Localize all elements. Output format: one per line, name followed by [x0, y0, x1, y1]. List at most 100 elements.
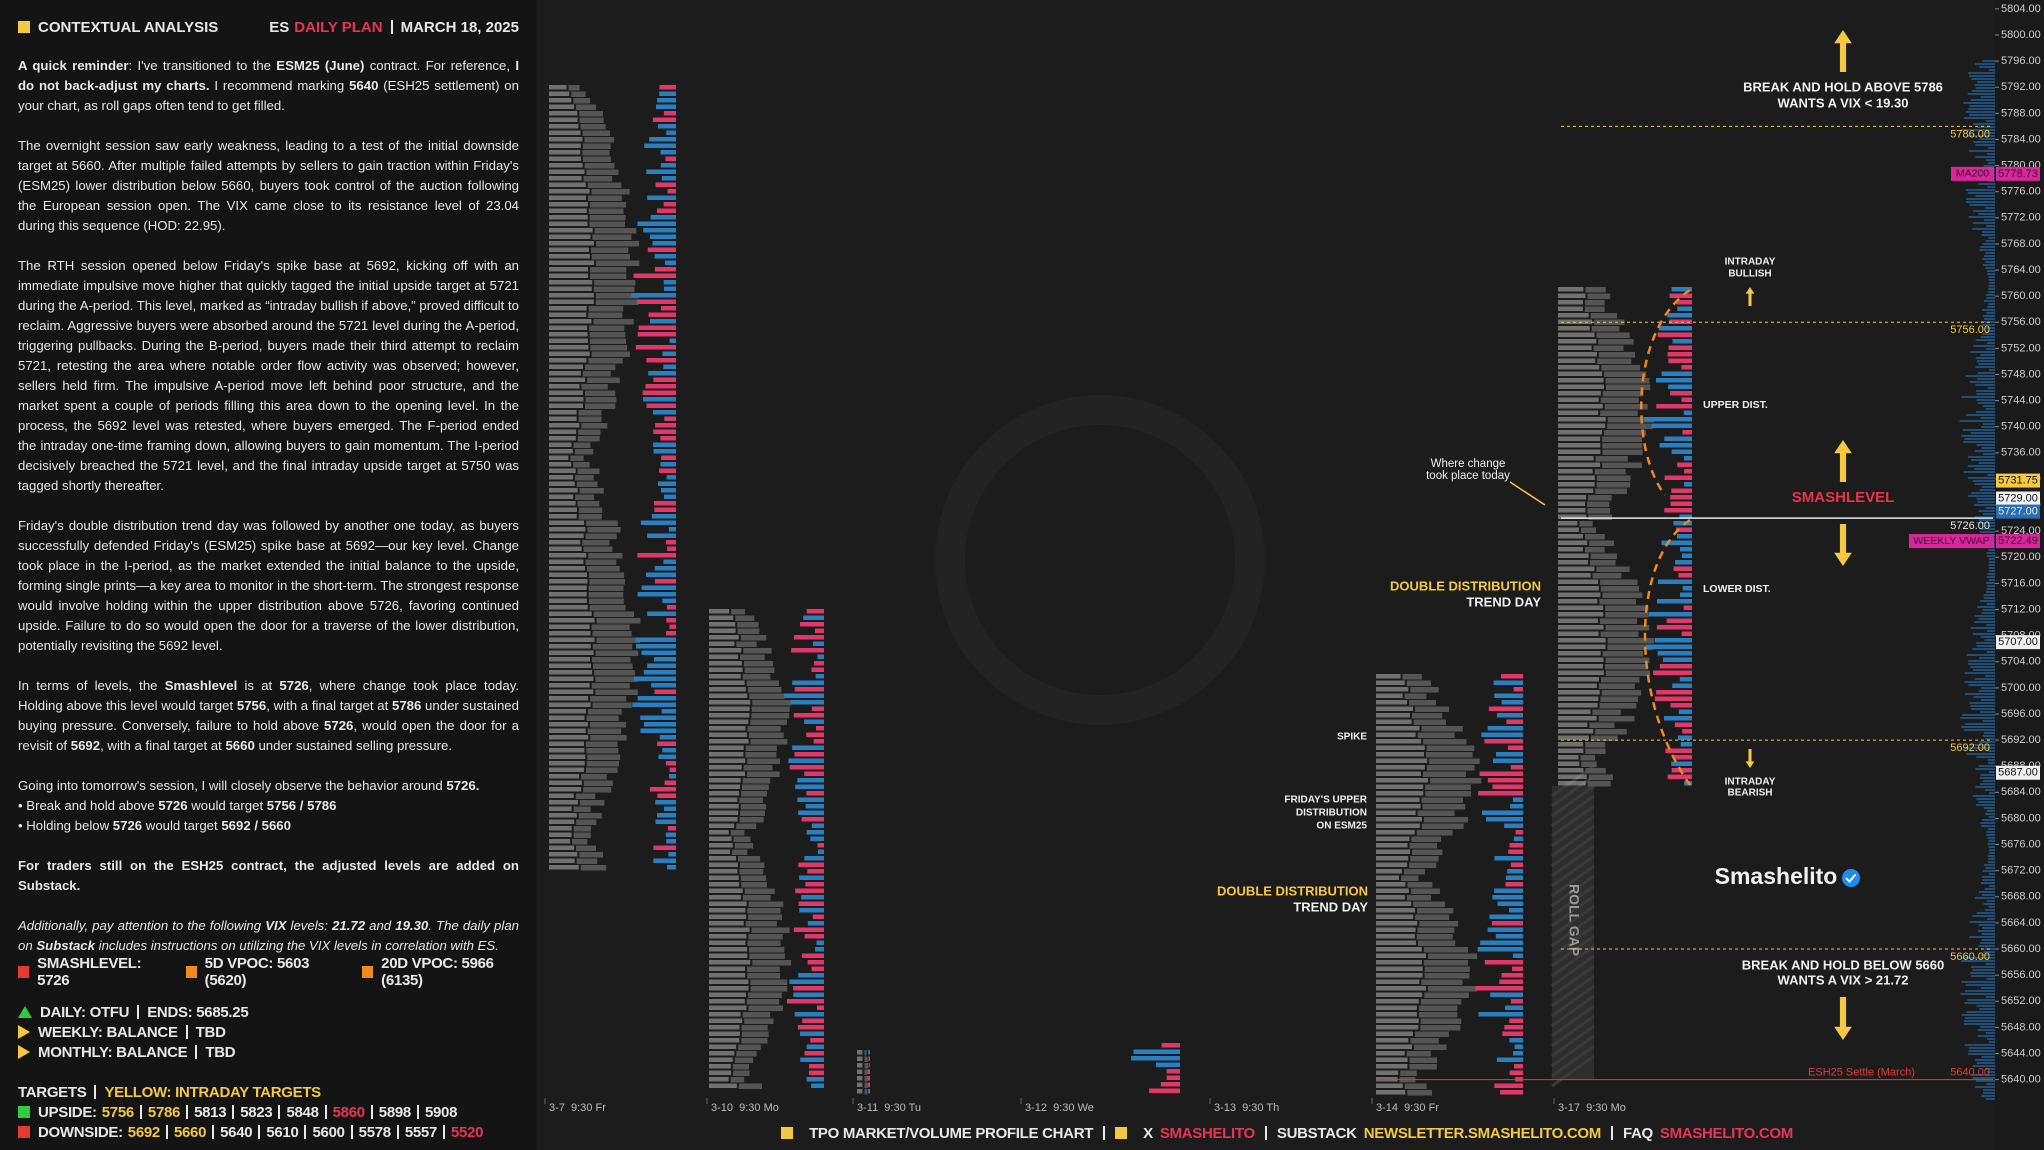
volume-bar — [640, 728, 676, 733]
tpo-profile — [864, 1050, 867, 1056]
volume-bar — [1656, 404, 1692, 409]
symbol: ES — [269, 18, 290, 36]
tpo-letters — [1376, 849, 1411, 854]
tpo-profile — [578, 416, 602, 422]
tpo-profile — [583, 780, 613, 786]
upper-distribution-outline — [1640, 288, 1691, 496]
tpo-profile — [731, 609, 746, 615]
tpo-profile — [738, 1044, 761, 1050]
composite-volume — [1979, 600, 1995, 602]
volume-bar — [662, 598, 676, 603]
hatch-line — [1551, 774, 1595, 808]
volume-bar — [1479, 771, 1523, 776]
volume-bar — [1500, 1090, 1523, 1095]
volume-bar — [665, 540, 676, 545]
composite-volume — [1974, 84, 1995, 86]
tpo-profile — [595, 676, 638, 682]
tpo-letters — [1376, 726, 1420, 731]
composite-volume — [1969, 744, 1995, 746]
tpo-profile — [1424, 973, 1470, 979]
tpo-profile — [572, 839, 588, 845]
tpo-profile — [580, 124, 606, 130]
tpo-letters — [1558, 391, 1601, 396]
tpo-profile — [747, 771, 780, 777]
tpo-letters — [1558, 417, 1606, 422]
volume-bar — [652, 241, 676, 246]
tpo-profile — [1581, 761, 1597, 767]
volume-bar — [1494, 856, 1523, 861]
volume-bar — [1160, 1082, 1180, 1087]
level-label: 5786.00 — [1950, 128, 1990, 140]
composite-volume — [1982, 513, 1995, 515]
y-tick-label: 5792.00 — [2001, 81, 2041, 93]
volume-bar — [810, 1038, 824, 1043]
tpo-profile — [1425, 791, 1471, 797]
tpo-profile — [589, 325, 625, 331]
tpo-letters — [1376, 1025, 1419, 1030]
x-tick-label: 3-14 9:30 Fr — [1376, 1102, 1439, 1114]
tpo-profile — [741, 882, 767, 888]
composite-volume — [1964, 1023, 1995, 1025]
composite-volume — [1960, 993, 1995, 995]
tpo-profile — [587, 182, 622, 188]
composite-volume — [1988, 1041, 1995, 1043]
tpo-profile — [1605, 605, 1649, 611]
volume-bar — [1491, 921, 1523, 926]
spacer — [18, 1062, 528, 1082]
tpo-profile — [1602, 449, 1643, 455]
target: 5860 — [332, 1103, 365, 1121]
tpo-letters — [1376, 1031, 1414, 1036]
composite-volume — [1971, 78, 1995, 80]
volume-bar — [644, 143, 676, 148]
targets-row: DOWNSIDE: 5692 5660 5640 5610 5600 5578 5557 552… — [18, 1122, 528, 1142]
tpo-letters — [1558, 729, 1594, 734]
bias-text: MONTHLY: BALANCE — [38, 1043, 188, 1061]
composite-volume — [1970, 705, 1995, 707]
price-tag-label: 5722.49 — [1998, 535, 2038, 547]
tpo-profile — [750, 979, 788, 985]
text-line: For traders still on the ESH25 contract,… — [18, 856, 519, 896]
text-run: 5726 — [158, 798, 188, 813]
composite-volume — [1980, 822, 1995, 824]
volume-bar — [1677, 306, 1692, 311]
composite-volume — [1983, 255, 1995, 257]
tpo-letters — [549, 234, 591, 239]
tpo-profile — [581, 774, 607, 780]
target: 5756 — [101, 1103, 134, 1121]
composite-volume — [1974, 621, 1995, 623]
text-line: Additionally, pay attention to the follo… — [18, 916, 519, 956]
volume-bar — [661, 709, 676, 714]
tpo-profile — [590, 735, 627, 741]
tpo-letters — [549, 631, 591, 636]
tpo-profile — [1599, 599, 1636, 605]
composite-volume — [1977, 501, 1995, 503]
volume-bar — [1486, 817, 1523, 822]
y-tick-label: 5772.00 — [2001, 212, 2041, 224]
tpo-profile — [739, 817, 764, 823]
tpo-profile — [740, 804, 767, 810]
tpo-letters — [709, 1005, 747, 1010]
composite-volume — [1986, 312, 1995, 314]
separator — [396, 1125, 399, 1139]
volume-bar — [1509, 843, 1523, 848]
volume-bar — [1657, 651, 1692, 656]
tpo-profile — [582, 143, 611, 149]
volume-bar — [868, 1089, 870, 1094]
composite-volume — [1988, 579, 1995, 581]
y-tick-label: 5672.00 — [2001, 865, 2041, 877]
composite-volume — [1987, 837, 1995, 839]
roll-gap-label: ROLL GAP — [1566, 884, 1582, 956]
tpo-profile — [579, 800, 605, 806]
tpo-letters — [709, 726, 746, 731]
composite-volume — [1987, 861, 1995, 863]
tpo-letters — [1376, 778, 1429, 783]
tpo-profile — [589, 572, 625, 578]
tpo-letters — [549, 507, 577, 512]
hatch-line — [1551, 1004, 1595, 1038]
text-run: I recommend marking — [209, 78, 350, 93]
tpo-letters — [1376, 895, 1405, 900]
volume-bar — [1674, 722, 1692, 727]
composite-volume — [1974, 615, 1995, 617]
volume-bar — [1679, 677, 1692, 682]
hatch-line — [1551, 994, 1595, 1028]
